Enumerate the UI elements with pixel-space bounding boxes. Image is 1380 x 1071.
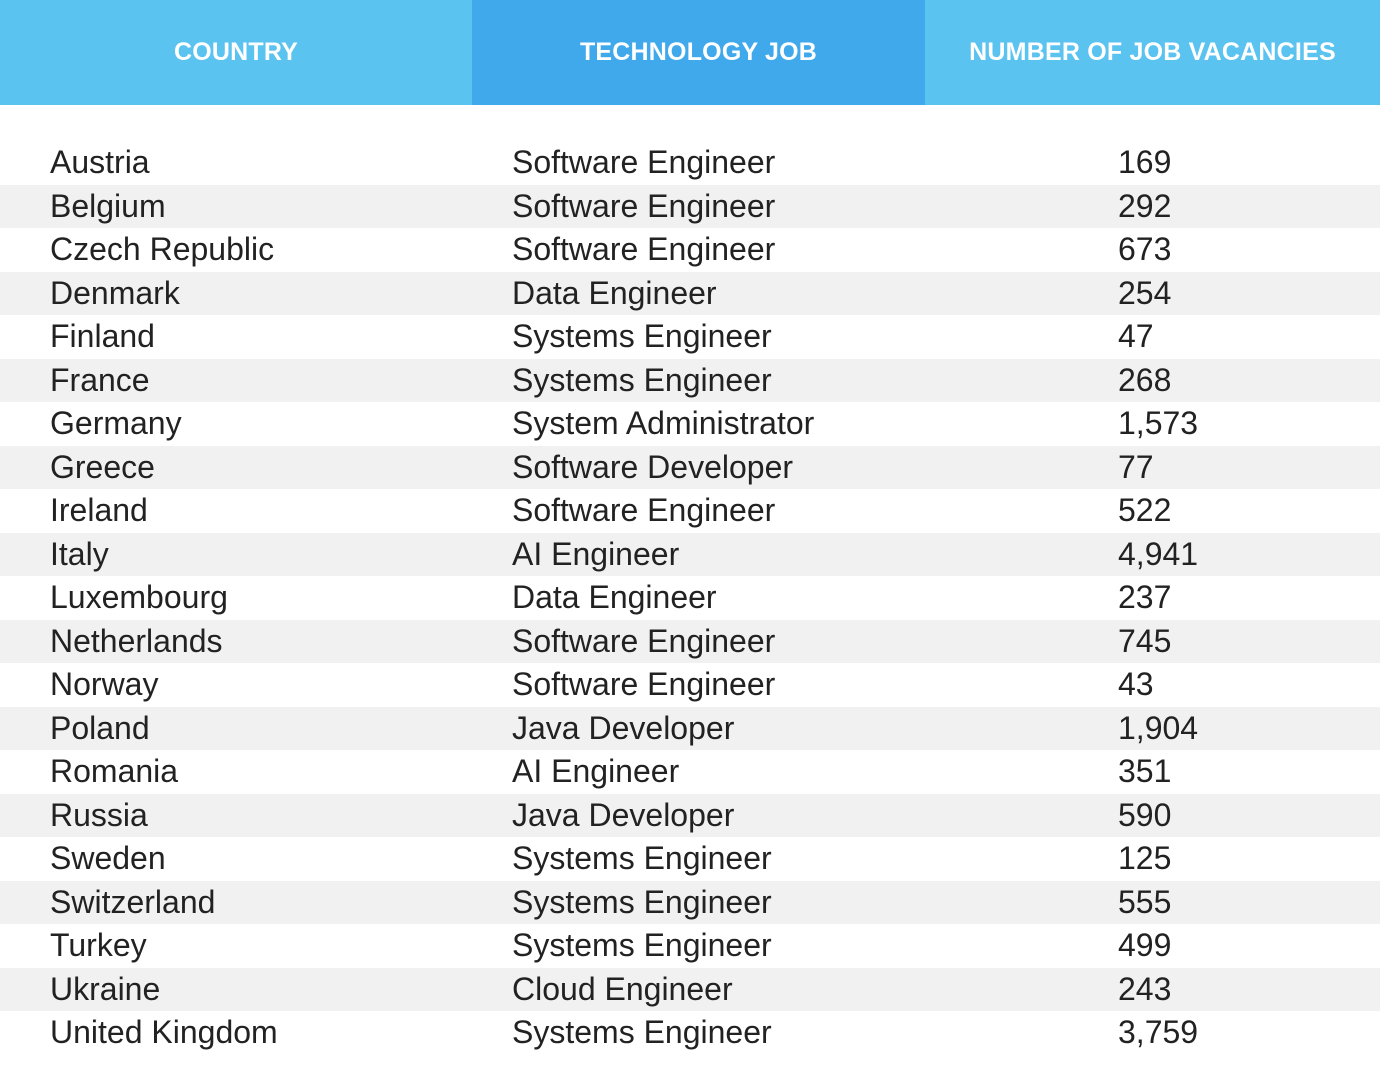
technology-job-cell: Systems Engineer [512, 1014, 772, 1050]
table-row: France Systems Engineer 268 [0, 358, 1380, 402]
vacancies-cell: 745 [1118, 622, 1172, 659]
table-row: Norway Software Engineer 43 [0, 663, 1380, 707]
vacancies-cell: 243 [1118, 970, 1172, 1007]
country-cell: Turkey [50, 927, 147, 963]
country-cell: Norway [50, 666, 159, 702]
country-cell: Ukraine [50, 970, 161, 1007]
country-cell: Germany [50, 405, 182, 441]
country-cell: France [50, 361, 150, 398]
technology-job-cell: Data Engineer [512, 274, 717, 311]
technology-job-cell: Software Engineer [512, 622, 776, 659]
technology-job-cell: Systems Engineer [512, 840, 772, 876]
table-row: United Kingdom Systems Engineer 3,759 [0, 1011, 1380, 1055]
technology-job-cell: Data Engineer [512, 579, 717, 615]
technology-job-cell: Systems Engineer [512, 361, 772, 398]
technology-job-cell: Java Developer [512, 709, 735, 746]
table-row: Russia Java Developer 590 [0, 793, 1380, 837]
country-cell: Italy [50, 535, 109, 572]
vacancies-cell: 499 [1118, 927, 1172, 963]
vacancies-cell: 292 [1118, 187, 1172, 224]
table-row: Luxembourg Data Engineer 237 [0, 576, 1380, 620]
technology-job-cell: Software Engineer [512, 231, 776, 267]
technology-job-cell: System Administrator [512, 405, 815, 441]
country-cell: United Kingdom [50, 1014, 278, 1050]
vacancies-cell: 351 [1118, 753, 1172, 789]
header-job-vacancies: NUMBER OF JOB VACANCIES [925, 0, 1380, 105]
header-country: COUNTRY [0, 0, 472, 105]
technology-job-cell: Software Engineer [512, 144, 776, 180]
vacancies-cell: 1,573 [1118, 405, 1199, 441]
vacancies-cell: 590 [1118, 796, 1172, 833]
country-cell: Denmark [50, 274, 180, 311]
table-row: Ukraine Cloud Engineer 243 [0, 967, 1380, 1011]
country-cell: Russia [50, 796, 148, 833]
technology-job-cell: Systems Engineer [512, 318, 772, 354]
table-header: COUNTRY TECHNOLOGY JOB NUMBER OF JOB VAC… [0, 0, 1380, 105]
country-cell: Poland [50, 709, 150, 746]
vacancies-cell: 268 [1118, 361, 1172, 398]
country-cell: Austria [50, 144, 150, 180]
vacancies-cell: 673 [1118, 231, 1172, 267]
table-row: Romania AI Engineer 351 [0, 750, 1380, 794]
table-row: Netherlands Software Engineer 745 [0, 619, 1380, 663]
vacancies-cell: 125 [1118, 840, 1172, 876]
country-cell: Sweden [50, 840, 166, 876]
technology-job-cell: Software Engineer [512, 492, 776, 528]
country-cell: Belgium [50, 187, 166, 224]
vacancies-cell: 237 [1118, 579, 1172, 615]
table-row: Poland Java Developer 1,904 [0, 706, 1380, 750]
country-cell: Czech Republic [50, 231, 275, 267]
technology-job-cell: AI Engineer [512, 753, 680, 789]
vacancies-cell: 522 [1118, 492, 1172, 528]
table-row: Turkey Systems Engineer 499 [0, 924, 1380, 968]
technology-job-cell: Software Engineer [512, 666, 776, 702]
vacancies-cell: 254 [1118, 274, 1172, 311]
vacancies-cell: 43 [1118, 666, 1154, 702]
country-cell: Luxembourg [50, 579, 228, 615]
header-technology-job: TECHNOLOGY JOB [472, 0, 925, 105]
technology-job-cell: Systems Engineer [512, 927, 772, 963]
technology-job-cell: Cloud Engineer [512, 970, 733, 1007]
table-row: Finland Systems Engineer 47 [0, 315, 1380, 359]
table-row: Sweden Systems Engineer 125 [0, 837, 1380, 881]
table-row: Germany System Administrator 1,573 [0, 402, 1380, 446]
vacancies-cell: 555 [1118, 883, 1172, 920]
table-row: Italy AI Engineer 4,941 [0, 532, 1380, 576]
vacancies-cell: 1,904 [1118, 709, 1199, 746]
table-row: Ireland Software Engineer 522 [0, 489, 1380, 533]
table-row: Switzerland Systems Engineer 555 [0, 880, 1380, 924]
vacancies-cell: 47 [1118, 318, 1154, 354]
technology-job-cell: Java Developer [512, 796, 735, 833]
vacancies-cell: 77 [1118, 448, 1154, 485]
table-row: Austria Software Engineer 169 [0, 141, 1380, 185]
country-cell: Ireland [50, 492, 148, 528]
technology-job-cell: Software Developer [512, 448, 794, 485]
table-row: Greece Software Developer 77 [0, 445, 1380, 489]
vacancies-cell: 3,759 [1118, 1014, 1199, 1050]
vacancies-cell: 4,941 [1118, 535, 1199, 572]
country-cell: Finland [50, 318, 155, 354]
technology-job-cell: Systems Engineer [512, 883, 772, 920]
vacancies-cell: 169 [1118, 144, 1172, 180]
table-row: Czech Republic Software Engineer 673 [0, 228, 1380, 272]
table-body: Austria Software Engineer 169 Belgium Softwa… [0, 141, 1380, 1055]
technology-job-cell: Software Engineer [512, 187, 776, 224]
country-cell: Switzerland [50, 883, 216, 920]
table-row: Belgium Software Engineer 292 [0, 184, 1380, 228]
country-cell: Romania [50, 753, 179, 789]
country-cell: Greece [50, 448, 155, 485]
country-cell: Netherlands [50, 622, 223, 659]
table-row: Denmark Data Engineer 254 [0, 271, 1380, 315]
technology-job-cell: AI Engineer [512, 535, 680, 572]
